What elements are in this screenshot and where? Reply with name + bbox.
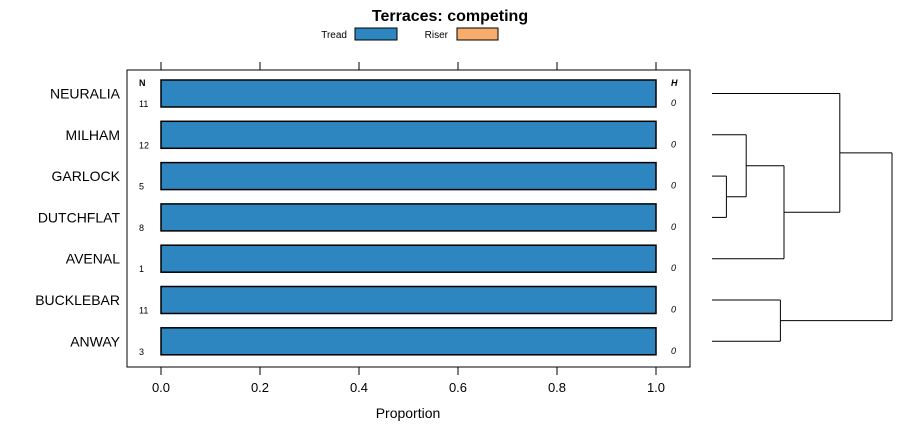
x-axis-title: Proportion	[376, 405, 441, 421]
ticks-layer: 0.0 0.2 0.4 0.6 0.8 1.0	[152, 62, 665, 395]
bar-tread-anway	[160, 327, 657, 356]
rows-layer: NEURALIA 11 0 MILHAM 12 0 GARLOCK 5 0 DUTCHFLAT 8 0…	[35, 79, 676, 357]
n-column-header: N	[139, 78, 146, 88]
chart-title: Terraces: competing	[372, 8, 528, 25]
row-label-dutchflat: DUTCHFLAT	[38, 209, 121, 225]
row-label-neuralia: NEURALIA	[50, 86, 121, 102]
dendrogram	[712, 93, 893, 342]
legend-label-tread: Tread	[321, 30, 347, 41]
n-value-neuralia: 11	[139, 99, 148, 109]
h-value-dutchflat: 0	[671, 222, 676, 232]
legend-label-riser: Riser	[425, 30, 449, 41]
plot-frame	[126, 69, 691, 368]
bar-tread-milham	[160, 120, 657, 150]
n-value-milham: 12	[139, 140, 149, 150]
x-tick-label-3: 0.6	[449, 380, 467, 395]
x-tick-label-0: 0.0	[152, 380, 170, 395]
x-tick-label-4: 0.8	[548, 380, 566, 395]
bar-tread-neuralia	[160, 79, 657, 108]
x-tick-label-2: 0.4	[350, 380, 368, 395]
h-value-avenal: 0	[671, 263, 676, 273]
x-tick-label-1: 0.2	[251, 380, 269, 395]
h-value-garlock: 0	[671, 181, 676, 191]
h-value-anway: 0	[671, 346, 676, 356]
n-value-bucklebar: 11	[139, 306, 148, 316]
bar-tread-garlock	[160, 161, 657, 191]
bar-tread-avenal	[160, 244, 657, 273]
legend: Tread Riser	[321, 27, 499, 41]
n-value-garlock: 5	[139, 182, 144, 192]
legend-swatch-tread	[354, 27, 398, 41]
row-label-anway: ANWAY	[70, 333, 120, 349]
n-value-dutchflat: 8	[139, 223, 144, 233]
n-value-avenal: 1	[139, 264, 144, 274]
h-value-neuralia: 0	[671, 98, 676, 108]
bar-tread-bucklebar	[160, 285, 657, 315]
h-column-header: H	[671, 78, 678, 88]
h-value-milham: 0	[671, 139, 676, 149]
row-label-avenal: AVENAL	[66, 251, 120, 267]
legend-swatch-riser	[456, 27, 499, 41]
row-label-garlock: GARLOCK	[52, 168, 121, 184]
x-tick-label-5: 1.0	[647, 380, 665, 395]
row-label-milham: MILHAM	[66, 127, 120, 143]
h-value-bucklebar: 0	[671, 305, 676, 315]
n-value-anway: 3	[139, 347, 144, 357]
bar-tread-dutchflat	[160, 203, 657, 232]
row-label-bucklebar: BUCKLEBAR	[35, 292, 120, 308]
